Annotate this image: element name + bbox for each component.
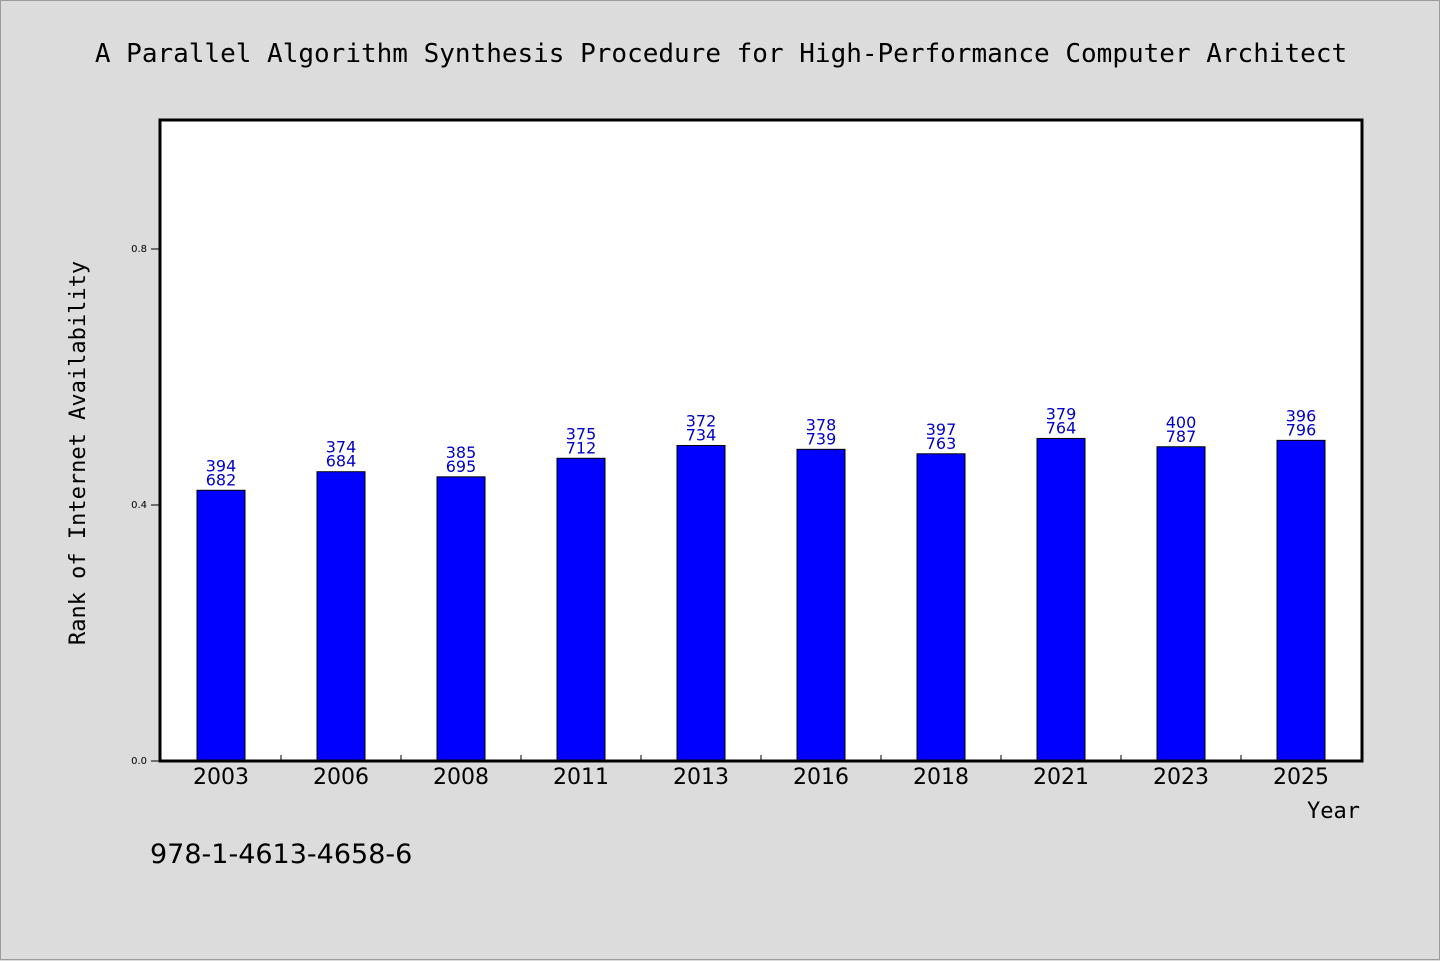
bar-2008	[436, 476, 486, 762]
chart-title: A Parallel Algorithm Synthesis Procedure…	[95, 39, 1347, 69]
bar-2006	[316, 471, 366, 762]
bar-label-bottom: 739	[806, 429, 837, 448]
bar-2025	[1276, 439, 1326, 762]
bar-label-top: 375	[566, 424, 597, 443]
bar-label-bottom: 734	[686, 425, 717, 444]
bar-label-bottom: 787	[1166, 427, 1197, 446]
x-tick-label: 2021	[1033, 765, 1089, 790]
isbn-label: 978-1-4613-4658-6	[150, 839, 412, 870]
bar-label-bottom: 682	[206, 470, 237, 489]
x-tick-label: 2008	[433, 765, 489, 790]
bar-label-bottom: 712	[566, 438, 597, 457]
bar-label-top: 397	[926, 420, 957, 439]
bar-2003	[196, 489, 246, 762]
bar-label-bottom: 764	[1046, 418, 1077, 437]
y-tick-label: 0.4	[131, 500, 147, 511]
bar-label-top: 400	[1166, 413, 1197, 432]
x-tick-label: 2023	[1153, 765, 1209, 790]
bar-label-top: 378	[806, 415, 837, 434]
x-tick-label: 2025	[1273, 765, 1329, 790]
x-tick-label: 2003	[193, 765, 249, 790]
x-tick-label: 2018	[913, 765, 969, 790]
bar-2018	[916, 453, 966, 762]
bar-label-top: 374	[326, 438, 357, 457]
x-tick-label: 2016	[793, 765, 849, 790]
x-tick-label: 2006	[313, 765, 369, 790]
x-axis: 2003 2006 2008 2011 2013 2016 2018 2021 2023 2025	[193, 755, 1329, 790]
bar-2011	[556, 457, 606, 762]
bar-label-bottom: 763	[926, 434, 957, 453]
bar-label-bottom: 684	[326, 452, 357, 471]
y-axis-title: Rank of Internet Availability	[66, 261, 91, 645]
bar-label-bottom: 796	[1286, 420, 1317, 439]
x-tick-label: 2013	[673, 765, 729, 790]
bar-label-top: 385	[446, 443, 477, 462]
x-tick-label: 2011	[553, 765, 609, 790]
bar-label-bottom: 695	[446, 457, 477, 476]
plot-frame	[158, 118, 1364, 763]
bar-label-top: 394	[206, 456, 237, 475]
bar-2021	[1036, 437, 1086, 762]
y-tick-label: 0.0	[131, 756, 147, 767]
x-axis-title: Year	[1307, 799, 1360, 824]
y-tick-label: 0.8	[131, 244, 147, 255]
bar-2013	[676, 444, 726, 762]
bar-series	[196, 437, 1326, 762]
bar-label-top: 372	[686, 411, 717, 430]
y-axis: 0.0 0.4 0.8	[131, 244, 161, 767]
bar-2023	[1156, 446, 1206, 762]
bar-label-top: 379	[1046, 404, 1077, 423]
bar-2016	[796, 448, 846, 762]
bar-label-top: 396	[1286, 406, 1317, 425]
